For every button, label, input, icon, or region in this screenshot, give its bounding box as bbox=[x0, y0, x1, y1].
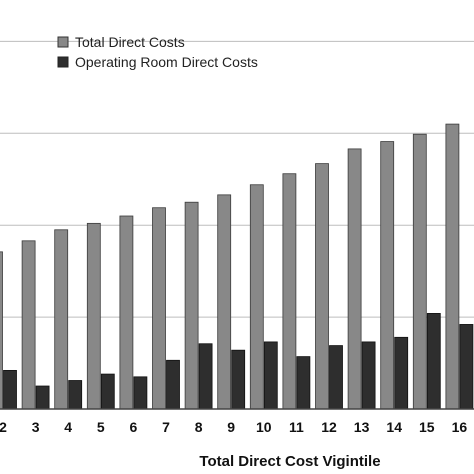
bar-operating-room-direct-costs-7 bbox=[166, 359, 180, 410]
bar-total-direct-costs-9 bbox=[217, 194, 232, 410]
bar-total-direct-costs-15 bbox=[412, 133, 427, 410]
x-tick-label-10: 10 bbox=[256, 419, 272, 435]
bar-operating-room-direct-costs-3 bbox=[35, 385, 50, 410]
bar-total-direct-costs-6 bbox=[119, 215, 134, 410]
bar-total-direct-costs-11 bbox=[282, 173, 297, 410]
legend-swatch-total-direct-costs bbox=[57, 36, 69, 48]
bar-total-direct-costs-2 bbox=[0, 251, 3, 410]
bar-operating-room-direct-costs-4 bbox=[68, 380, 83, 410]
bar-operating-room-direct-costs-2 bbox=[3, 369, 17, 410]
bar-operating-room-direct-costs-11 bbox=[296, 356, 311, 410]
x-tick-label-15: 15 bbox=[419, 419, 435, 435]
bar-total-direct-costs-16 bbox=[445, 123, 460, 410]
bar-total-direct-costs-3 bbox=[21, 240, 36, 410]
bar-operating-room-direct-costs-15 bbox=[426, 313, 441, 410]
x-tick-label-7: 7 bbox=[162, 419, 170, 435]
bar-total-direct-costs-13 bbox=[347, 148, 362, 410]
x-tick-label-4: 4 bbox=[64, 419, 72, 435]
x-tick-label-12: 12 bbox=[321, 419, 337, 435]
bar-total-direct-costs-7 bbox=[152, 207, 166, 410]
x-axis-title: Total Direct Cost Vigintile bbox=[199, 453, 380, 470]
x-tick-label-6: 6 bbox=[130, 419, 138, 435]
x-tick-label-3: 3 bbox=[32, 419, 40, 435]
x-tick-label-9: 9 bbox=[227, 419, 235, 435]
x-tick-label-16: 16 bbox=[452, 419, 468, 435]
bar-operating-room-direct-costs-10 bbox=[263, 341, 278, 410]
x-tick-label-2: 2 bbox=[0, 419, 7, 435]
bar-total-direct-costs-8 bbox=[184, 201, 199, 410]
bar-total-direct-costs-10 bbox=[249, 184, 264, 410]
x-tick-label-13: 13 bbox=[354, 419, 370, 435]
bar-operating-room-direct-costs-14 bbox=[394, 336, 409, 410]
x-tick-label-8: 8 bbox=[195, 419, 203, 435]
x-tick-labels: 2 3 4 5 6 7 8 9 10 11 12 13 14 15 16 bbox=[0, 419, 467, 435]
bars bbox=[0, 123, 474, 410]
bar-operating-room-direct-costs-8 bbox=[198, 343, 213, 410]
x-tick-label-11: 11 bbox=[289, 419, 304, 435]
legend-swatch-operating-room-direct-costs bbox=[57, 56, 69, 68]
bar-operating-room-direct-costs-5 bbox=[100, 373, 115, 410]
bar-total-direct-costs-5 bbox=[86, 222, 101, 410]
bar-operating-room-direct-costs-13 bbox=[361, 341, 376, 410]
x-tick-label-14: 14 bbox=[386, 419, 402, 435]
bar-operating-room-direct-costs-6 bbox=[133, 376, 148, 410]
bar-operating-room-direct-costs-12 bbox=[329, 345, 343, 410]
legend-label-total-direct-costs: Total Direct Costs bbox=[75, 34, 185, 50]
x-tick-label-5: 5 bbox=[97, 419, 105, 435]
gridlines bbox=[0, 40, 474, 318]
legend: Total Direct Costs Operating Room Direct… bbox=[57, 34, 258, 70]
bar-total-direct-costs-4 bbox=[54, 229, 69, 410]
bar-total-direct-costs-14 bbox=[380, 141, 395, 410]
bar-total-direct-costs-12 bbox=[315, 163, 329, 410]
legend-label-operating-room-direct-costs: Operating Room Direct Costs bbox=[75, 54, 258, 70]
bar-operating-room-direct-costs-9 bbox=[231, 349, 246, 410]
bar-operating-room-direct-costs-16 bbox=[459, 324, 474, 410]
